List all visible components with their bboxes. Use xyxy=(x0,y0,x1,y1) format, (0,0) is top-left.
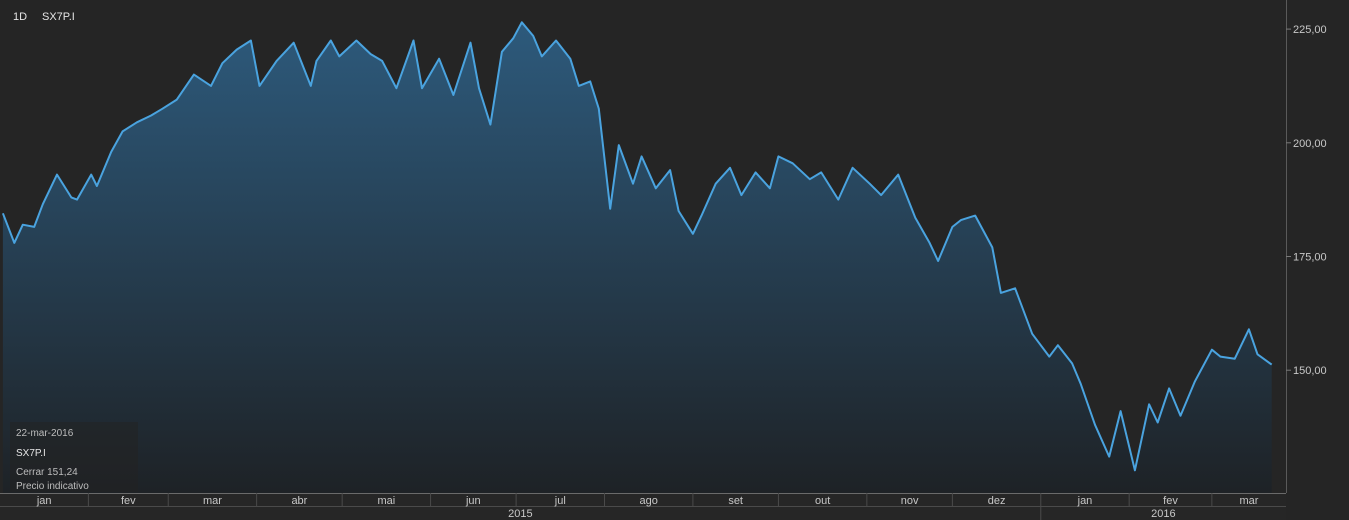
x-month-label: jun xyxy=(465,495,481,507)
price-area-fill xyxy=(2,22,1272,494)
tooltip-close: Cerrar 151,24 xyxy=(16,467,78,478)
x-month-label: set xyxy=(728,495,743,507)
symbol-label: SX7P.I xyxy=(42,11,75,23)
y-tick-label: 175,00 xyxy=(1293,252,1327,264)
tooltip-panel: 22-mar-2016 SX7P.I Cerrar 151,24 Precio … xyxy=(10,422,138,492)
x-year-label: 2016 xyxy=(1151,508,1175,520)
tooltip-note: Precio indicativo xyxy=(16,481,89,492)
x-month-label: mai xyxy=(378,495,396,507)
period-button[interactable]: 1D xyxy=(13,11,28,23)
x-month-label: out xyxy=(815,495,830,507)
x-month-label: jan xyxy=(1077,495,1093,507)
x-month-label: jul xyxy=(554,495,566,507)
y-tick-label: 200,00 xyxy=(1293,138,1327,150)
y-tick-label: 150,00 xyxy=(1293,365,1327,377)
x-month-label: ago xyxy=(640,495,658,507)
x-month-label: jan xyxy=(36,495,52,507)
x-year-label: 2015 xyxy=(508,508,532,520)
price-series-line xyxy=(1,21,1273,472)
x-month-label: abr xyxy=(291,495,307,507)
y-tick-label: 225,00 xyxy=(1293,24,1327,36)
x-month-label: fev xyxy=(1163,495,1178,507)
x-month-label: fev xyxy=(121,495,136,507)
x-month-label: nov xyxy=(901,495,919,507)
x-month-label: mar xyxy=(1239,495,1258,507)
x-month-label: mar xyxy=(203,495,222,507)
x-month-label: dez xyxy=(988,495,1006,507)
tooltip-date: 22-mar-2016 xyxy=(16,428,74,439)
tooltip-symbol: SX7P.I xyxy=(16,448,46,459)
